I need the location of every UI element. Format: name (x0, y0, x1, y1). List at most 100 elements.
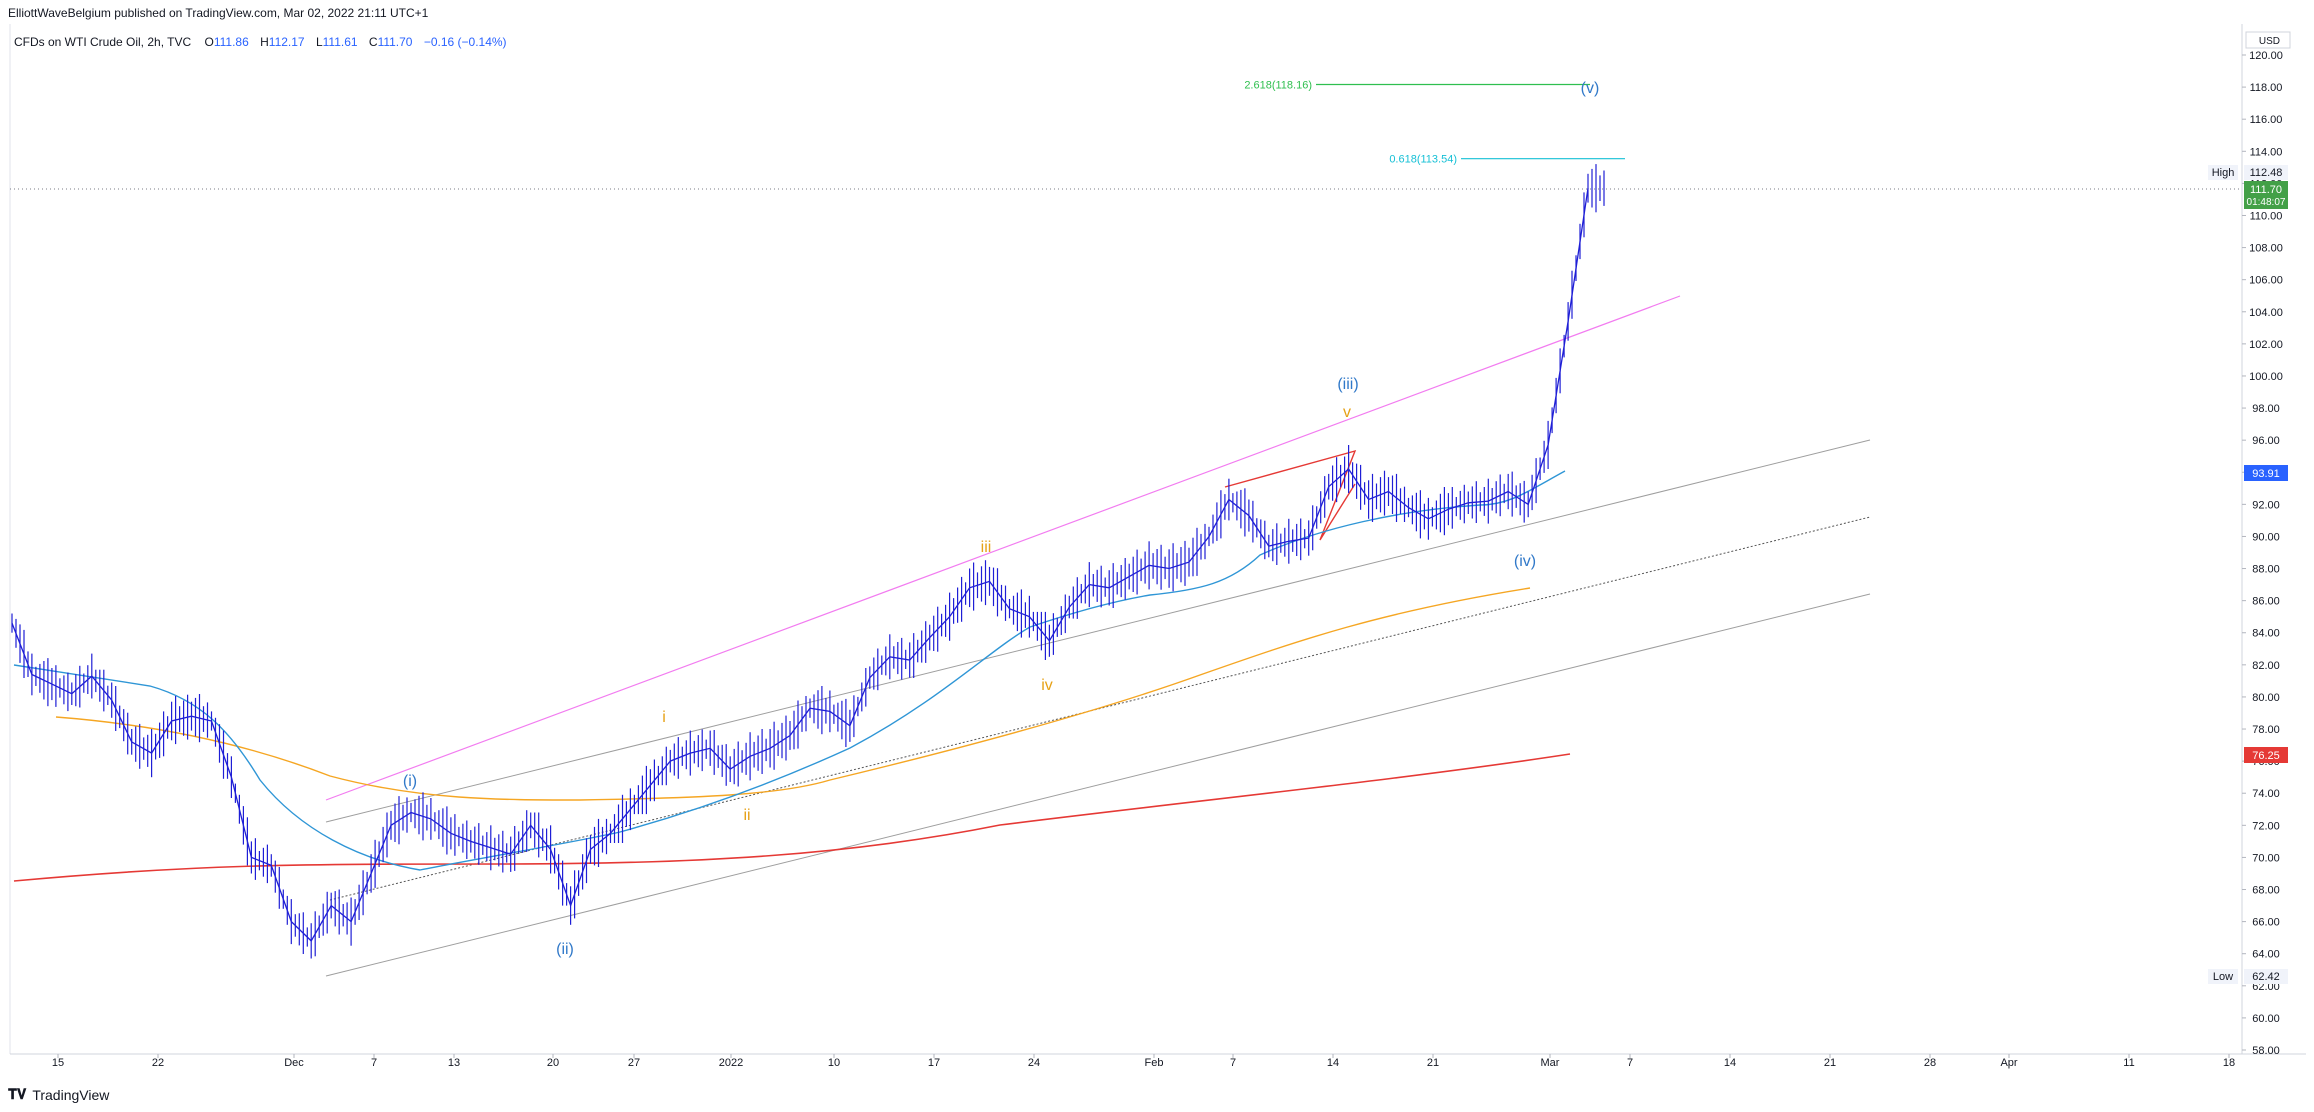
time-tick-label: 21 (1427, 1057, 1439, 1069)
wave-label-blue-i: (i) (403, 773, 417, 790)
price-tick-label: 96.00 (2252, 435, 2280, 447)
price-tick-label: 116.00 (2250, 114, 2283, 126)
time-tick-label: Feb (1145, 1057, 1164, 1069)
price-tick-label: 100.00 (2249, 371, 2283, 383)
price-tick-label: 92.00 (2252, 499, 2280, 511)
time-tick-label: Dec (284, 1057, 304, 1069)
close-label: C (369, 35, 378, 49)
price-tick-label: 68.00 (2252, 885, 2280, 897)
price-tick-label: 84.00 (2252, 628, 2280, 640)
time-tick-label: Apr (2000, 1057, 2017, 1069)
time-tick-label: 14 (1327, 1057, 1339, 1069)
high-badge-label: High (2212, 167, 2235, 179)
price-tick-label: 60.00 (2252, 1013, 2280, 1025)
wave-label-orange-i: i (662, 709, 666, 726)
orange-moving-average (55, 587, 1531, 801)
lower-channel-line[interactable] (325, 593, 1871, 977)
tradingview-branding[interactable]: 𝐓𝐕 TradingView (8, 1086, 109, 1103)
high-badge-value: 112.48 (2250, 167, 2283, 179)
middle-channel-line[interactable] (325, 439, 1871, 823)
change-value: −0.16 (−0.14%) (424, 35, 507, 49)
open-value: 111.86 (214, 35, 249, 49)
time-tick-label: 7 (1627, 1057, 1633, 1069)
svg-text:CFDs on WTI Crude Oil, 2h, TVC: CFDs on WTI Crude Oil, 2h, TVC O111.86 H… (14, 35, 507, 49)
price-tick-label: 82.00 (2252, 660, 2280, 672)
ma-red-value-badge: 76.25 (2252, 750, 2280, 762)
low-badge-label: Low (2213, 971, 2233, 983)
wave-labels: (i) (ii) (iii) (iv) (v) i ii iii iv v (403, 80, 1599, 958)
time-tick-label: 7 (1230, 1057, 1236, 1069)
low-label: L (316, 35, 323, 49)
time-tick-label: 7 (371, 1057, 377, 1069)
wave-label-orange-v: v (1343, 404, 1351, 421)
wave-label-blue-iv: (iv) (1514, 553, 1536, 570)
time-tick-label: 13 (448, 1057, 460, 1069)
price-tick-label: 88.00 (2252, 564, 2280, 576)
tradingview-logo-icon: 𝐓𝐕 (8, 1086, 27, 1102)
blue-ema (13, 470, 1566, 871)
open-label: O (205, 35, 214, 49)
low-value: 111.61 (323, 35, 358, 49)
price-tick-label: 120.00 (2249, 50, 2283, 62)
time-tick-label: 17 (928, 1057, 940, 1069)
price-tick-label: 102.00 (2249, 339, 2283, 351)
tradingview-brand-text: TradingView (32, 1086, 110, 1103)
time-tick-label: 20 (547, 1057, 559, 1069)
countdown-badge: 01:48:07 (2247, 197, 2286, 208)
wave-label-orange-iv: iv (1041, 677, 1053, 694)
price-tick-label: 90.00 (2252, 531, 2280, 543)
price-tick-label: 98.00 (2252, 403, 2280, 415)
time-tick-label: 21 (1824, 1057, 1836, 1069)
time-axis[interactable]: 15 22 Dec 7 13 20 27 2022 10 17 24 Feb 7 14 21 Mar 7 14 21… (52, 1054, 2235, 1069)
wave-label-blue-ii: (ii) (556, 941, 574, 958)
price-badges: High 112.48 111.70 01:48:07 93.91 76.25 … (2208, 165, 2288, 984)
price-tick-label: 118.00 (2250, 82, 2283, 94)
time-tick-label: Mar (1541, 1057, 1560, 1069)
ema-value-badge: 93.91 (2252, 468, 2280, 480)
price-tick-label: 58.00 (2252, 1045, 2280, 1057)
price-tick-label: 104.00 (2249, 307, 2283, 319)
wave-label-blue-v: (v) (1581, 80, 1600, 97)
price-tick-label: 70.00 (2252, 852, 2280, 864)
fib-level-label: 0.618(113.54) (1389, 154, 1457, 166)
symbol-title: CFDs on WTI Crude Oil, 2h, TVC (14, 35, 191, 49)
time-tick-label: 28 (1924, 1057, 1936, 1069)
price-line (11, 188, 1589, 942)
time-tick-label: 24 (1028, 1057, 1040, 1069)
time-tick-label: 2022 (719, 1057, 743, 1069)
price-tick-label: 78.00 (2252, 724, 2280, 736)
current-price-badge: 111.70 (2250, 184, 2282, 196)
price-tick-label: 108.00 (2249, 243, 2283, 255)
price-tick-label: 66.00 (2252, 917, 2280, 929)
price-tick-label: 72.00 (2252, 820, 2280, 832)
time-tick-label: 15 (52, 1057, 64, 1069)
wave-label-orange-ii: ii (743, 807, 750, 824)
upper-channel-line[interactable] (325, 295, 1681, 801)
wave-label-orange-iii: iii (981, 539, 992, 556)
price-tick-label: 80.00 (2252, 692, 2280, 704)
fib-level-label: 2.618(118.16) (1244, 80, 1312, 92)
red-wave-lines[interactable] (1224, 449, 1357, 541)
currency-badge-box[interactable] (2245, 31, 2291, 49)
time-tick-label: 14 (1724, 1057, 1736, 1069)
price-tick-label: 114.00 (2250, 146, 2283, 158)
price-tick-label: 106.00 (2249, 275, 2283, 287)
wave-label-blue-iii: (iii) (1337, 376, 1358, 393)
high-label: H (260, 35, 269, 49)
price-tick-label: 86.00 (2252, 596, 2280, 608)
price-tick-label: 64.00 (2252, 949, 2280, 961)
low-badge-value: 62.42 (2252, 971, 2280, 983)
high-value: 112.17 (269, 35, 305, 49)
published-caption: ElliottWaveBelgium published on TradingV… (8, 6, 429, 20)
price-tick-label: 74.00 (2252, 788, 2280, 800)
fib-levels[interactable]: 2.618(118.16) 0.618(113.54) (1244, 80, 1625, 166)
price-tick-label: 110.00 (2250, 210, 2283, 222)
time-tick-label: 27 (628, 1057, 640, 1069)
time-tick-label: 22 (152, 1057, 164, 1069)
time-tick-label: 18 (2223, 1057, 2235, 1069)
price-series[interactable] (11, 164, 1605, 959)
time-tick-label: 11 (2123, 1057, 2134, 1069)
currency-badge[interactable]: USD (2259, 36, 2280, 47)
time-tick-label: 10 (828, 1057, 840, 1069)
